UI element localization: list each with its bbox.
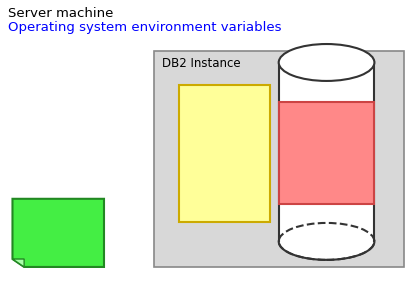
Polygon shape bbox=[12, 199, 104, 267]
Text: Server machine: Server machine bbox=[8, 7, 114, 20]
Text: Database: Database bbox=[297, 52, 357, 65]
Text: Database
manager
configuration
parameters: Database manager configuration parameter… bbox=[188, 127, 262, 179]
Ellipse shape bbox=[279, 223, 374, 260]
Text: Operating system environment variables: Operating system environment variables bbox=[8, 21, 282, 34]
Text: DB2 Instance: DB2 Instance bbox=[162, 57, 241, 70]
Ellipse shape bbox=[279, 44, 374, 81]
Polygon shape bbox=[279, 62, 374, 241]
Text: Database
configuration
parameters: Database configuration parameters bbox=[290, 134, 364, 172]
FancyBboxPatch shape bbox=[279, 102, 374, 204]
FancyBboxPatch shape bbox=[179, 85, 270, 222]
Text: DB2 Profile
Registries: DB2 Profile Registries bbox=[32, 218, 93, 242]
FancyBboxPatch shape bbox=[154, 51, 404, 267]
Polygon shape bbox=[12, 259, 24, 267]
